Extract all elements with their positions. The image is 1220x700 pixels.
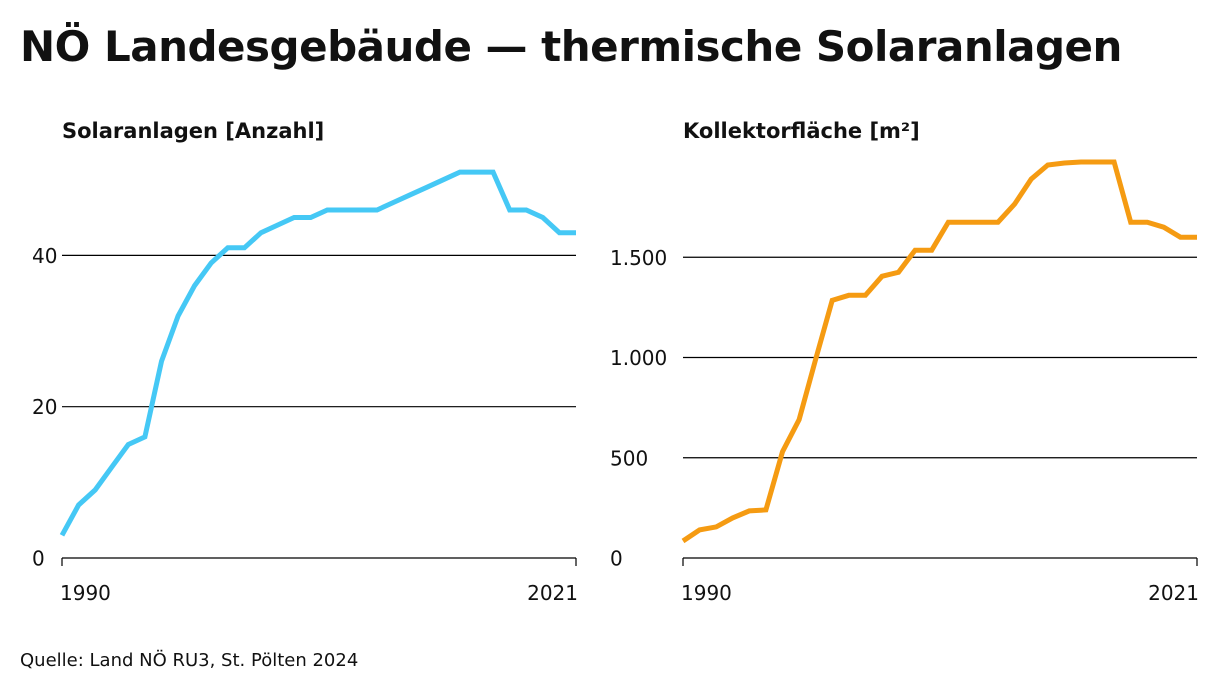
chart-solaranlagen-svg: Solaranlagen [Anzahl] 0 20 40 1990 2021: [32, 119, 579, 605]
data-point: [192, 283, 197, 288]
data-point: [1112, 160, 1117, 165]
data-point: [681, 538, 686, 543]
data-point: [929, 248, 934, 253]
data-point: [242, 245, 247, 250]
data-point: [93, 487, 98, 492]
chart-kollektorflaeche: Kollektorfläche [m²] 0 500 1.000 1.500 1990 20…: [610, 100, 1220, 620]
data-point: [813, 357, 818, 362]
data-point: [1128, 220, 1133, 225]
data-point: [258, 230, 263, 235]
data-point: [846, 293, 851, 298]
data-point: [797, 417, 802, 422]
chart-solaranlagen: Solaranlagen [Anzahl] 0 20 40 1990 2021: [0, 100, 610, 620]
data-point: [896, 270, 901, 275]
chart-kollektorflaeche-svg: Kollektorfläche [m²] 0 500 1.000 1.500 1990 20…: [610, 119, 1200, 605]
data-point: [780, 449, 785, 454]
data-point: [697, 527, 702, 532]
data-point: [863, 293, 868, 298]
data-point: [126, 442, 131, 447]
data-point: [1195, 235, 1200, 240]
data-point: [946, 220, 951, 225]
data-point: [830, 298, 835, 303]
data-point: [1012, 202, 1017, 207]
y-tick-label: 20: [32, 395, 57, 419]
data-point: [275, 223, 280, 228]
data-point: [176, 313, 181, 318]
data-point: [292, 215, 297, 220]
x-tick-label: 2021: [527, 581, 578, 605]
data-point: [540, 215, 545, 220]
data-point: [1161, 225, 1166, 230]
data-point: [1178, 235, 1183, 240]
data-point: [341, 207, 346, 212]
data-point: [60, 533, 65, 538]
data-point: [979, 220, 984, 225]
data-point: [159, 359, 164, 364]
data-point: [225, 245, 230, 250]
data-point: [142, 434, 147, 439]
y-tick-label: 1.000: [610, 346, 667, 370]
data-point: [474, 170, 479, 175]
data-point: [1029, 177, 1034, 182]
y-tick-label: 0: [610, 547, 623, 571]
data-point: [507, 207, 512, 212]
data-point: [325, 207, 330, 212]
data-point: [574, 230, 579, 235]
data-point: [913, 248, 918, 253]
data-point: [391, 200, 396, 205]
data-point: [209, 260, 214, 265]
data-point: [962, 220, 967, 225]
data-point: [408, 192, 413, 197]
x-tick-label: 1990: [681, 581, 732, 605]
data-point: [763, 507, 768, 512]
data-point: [1145, 220, 1150, 225]
chart-title: Kollektorfläche [m²]: [683, 119, 920, 143]
chart-title: Solaranlagen [Anzahl]: [62, 119, 324, 143]
x-tick-label: 2021: [1148, 581, 1199, 605]
data-point: [524, 207, 529, 212]
data-point: [457, 170, 462, 175]
series-line: [59, 169, 576, 537]
y-tick-label: 0: [32, 547, 45, 571]
data-point: [730, 515, 735, 520]
data-point: [714, 524, 719, 529]
data-point: [879, 274, 884, 279]
data-point: [441, 177, 446, 182]
data-point: [996, 220, 1001, 225]
data-point: [1095, 160, 1100, 165]
data-point: [76, 503, 81, 508]
data-point: [375, 207, 380, 212]
data-point: [1078, 160, 1083, 165]
data-point: [424, 185, 429, 190]
data-point: [1045, 163, 1050, 168]
page-title: NÖ Landesgebäude — thermische Solaranlag…: [20, 22, 1122, 71]
data-point: [557, 230, 562, 235]
y-tick-label: 1.500: [610, 246, 667, 270]
x-tick-label: 1990: [60, 581, 111, 605]
y-tick-label: 500: [610, 446, 648, 470]
source-note: Quelle: Land NÖ RU3, St. Pölten 2024: [20, 650, 359, 671]
data-point: [308, 215, 313, 220]
y-tick-label: 40: [32, 244, 57, 268]
data-point: [358, 207, 363, 212]
data-point: [109, 465, 114, 470]
data-point: [1062, 161, 1067, 166]
data-point: [747, 508, 752, 513]
series-line: [681, 159, 1197, 544]
data-point: [491, 170, 496, 175]
